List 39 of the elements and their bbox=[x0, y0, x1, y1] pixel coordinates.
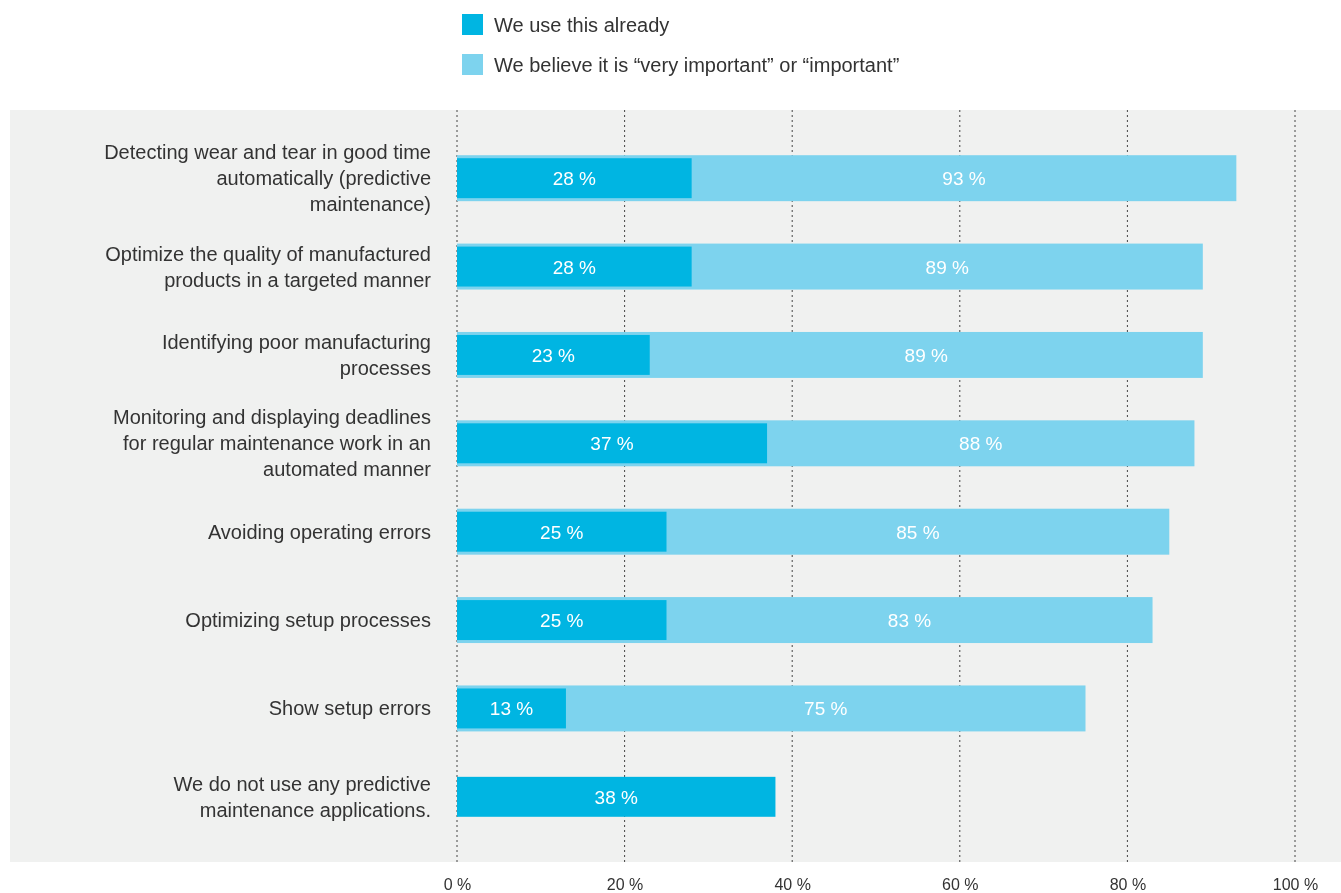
y-tick-label: Optimizing setup processes bbox=[185, 609, 431, 632]
data-label: 89 % bbox=[904, 344, 949, 366]
bar bbox=[457, 511, 667, 552]
bar bbox=[457, 688, 566, 729]
data-label: 28 % bbox=[552, 168, 597, 190]
bar bbox=[457, 423, 768, 464]
data-label: 85 % bbox=[896, 521, 940, 543]
bar bbox=[457, 246, 692, 287]
data-label: 89 % bbox=[925, 256, 969, 278]
data-label: 23 % bbox=[531, 344, 576, 366]
data-label: 93 % bbox=[942, 168, 986, 190]
bar bbox=[457, 776, 776, 817]
x-tick-label: 20 % bbox=[606, 876, 644, 893]
data-label: 28 % bbox=[552, 256, 597, 278]
legend-label: We use this already bbox=[494, 14, 670, 36]
bar bbox=[457, 158, 692, 199]
bar bbox=[457, 334, 650, 375]
y-tick-label: We do not use any predictive maintenance applications. bbox=[173, 772, 431, 821]
x-tick-label: 80 % bbox=[1109, 876, 1147, 893]
data-label: 13 % bbox=[489, 698, 534, 720]
bar bbox=[457, 600, 667, 641]
x-tick-label: 0 % bbox=[443, 876, 472, 893]
y-tick-label: Identifying poor manufacturing processes bbox=[161, 330, 431, 379]
y-tick-label: Detecting wear and tear in good time automatically (predictive maintenance) bbox=[104, 141, 431, 216]
legend-label: We believe it is “very important” or “important” bbox=[494, 54, 900, 76]
y-tick-label: Monitoring and displaying deadlines for regular maintenance work in an automated manner bbox=[113, 406, 432, 481]
data-label: 38 % bbox=[594, 786, 638, 808]
data-label: 83 % bbox=[887, 610, 932, 632]
data-label: 88 % bbox=[959, 433, 1003, 455]
y-tick-label: Optimize the quality of manufactured products in a targeted manner bbox=[105, 242, 432, 291]
data-label: 25 % bbox=[540, 610, 584, 632]
x-tick-label: 60 % bbox=[942, 876, 979, 893]
data-label: 75 % bbox=[804, 698, 848, 720]
data-label: 25 % bbox=[540, 521, 584, 543]
x-tick-label: 40 % bbox=[774, 876, 811, 893]
data-label: 37 % bbox=[590, 433, 634, 455]
y-tick-label: Avoiding operating errors bbox=[207, 520, 431, 543]
y-tick-label: Show setup errors bbox=[268, 697, 431, 720]
x-tick-label: 100 % bbox=[1272, 876, 1319, 893]
